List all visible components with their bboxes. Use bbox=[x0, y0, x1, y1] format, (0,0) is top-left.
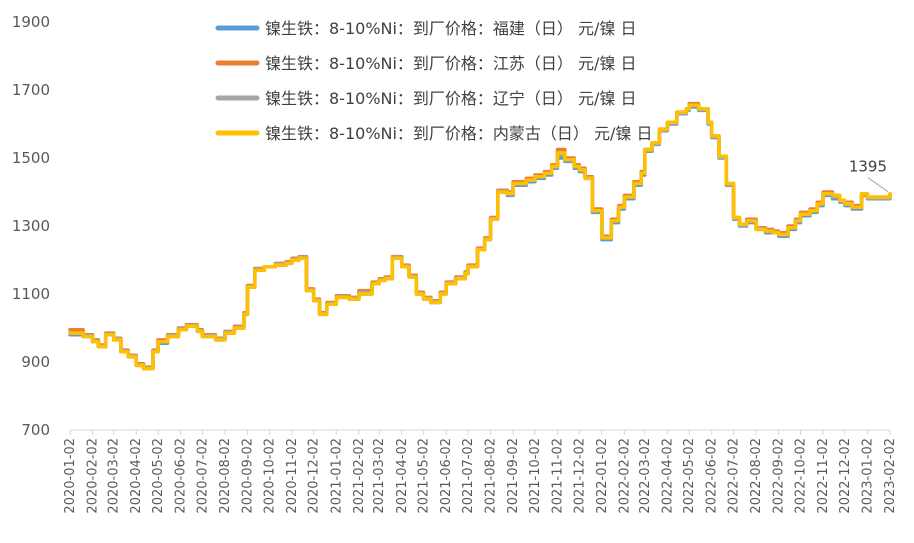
x-tick-label: 2020-08-02 bbox=[218, 438, 233, 514]
x-tick-label: 2020-12-02 bbox=[307, 438, 322, 514]
series-layer bbox=[68, 101, 892, 371]
callout-leader bbox=[867, 177, 889, 193]
x-tick-label: 2022-05-02 bbox=[682, 438, 697, 514]
x-tick-label: 2021-07-02 bbox=[461, 438, 476, 514]
y-tick-label: 700 bbox=[21, 421, 50, 439]
legend: 镍生铁：8-10%Ni：到厂价格：福建（日） 元/镍 日镍生铁：8-10%Ni：… bbox=[215, 19, 653, 143]
x-tick-label: 2022-03-02 bbox=[638, 438, 653, 514]
x-tick-label: 2023-01-02 bbox=[860, 438, 875, 514]
y-tick-label: 1700 bbox=[12, 81, 50, 99]
x-tick-label: 2022-06-02 bbox=[705, 438, 720, 514]
x-tick-label: 2021-10-02 bbox=[528, 438, 543, 514]
x-tick-label: 2022-01-02 bbox=[595, 438, 610, 514]
x-tick-label: 2022-07-02 bbox=[727, 438, 742, 514]
x-tick-label: 2020-03-02 bbox=[107, 438, 122, 514]
x-axis: 2020-01-02 2020-02-02 2020-03-02 2020-04-02… bbox=[63, 429, 898, 514]
legend-label: 镍生铁：8-10%Ni：到厂价格：内蒙古（日） 元/镍 日 bbox=[265, 124, 653, 143]
x-tick-label: 2021-09-02 bbox=[506, 438, 521, 514]
x-tick-label: 2020-02-02 bbox=[86, 438, 101, 514]
x-tick-label: 2021-03-02 bbox=[372, 438, 387, 514]
x-tick-label: 2022-04-02 bbox=[660, 438, 675, 514]
x-tick-label: 2020-01-02 bbox=[63, 438, 78, 514]
x-tick-label: 2020-09-02 bbox=[241, 438, 256, 514]
x-tick-label: 2021-01-02 bbox=[329, 438, 344, 514]
y-axis: 700 900 1100 1300 1500 1700 1900 bbox=[12, 13, 50, 439]
callout-label: 1395 bbox=[849, 158, 887, 176]
y-tick-label: 1300 bbox=[12, 217, 50, 235]
x-tick-label: 2021-06-02 bbox=[439, 438, 454, 514]
series-line-1 bbox=[68, 105, 892, 371]
y-tick-label: 1500 bbox=[12, 149, 50, 167]
x-tick-label: 2021-04-02 bbox=[395, 438, 410, 514]
x-tick-label: 2021-02-02 bbox=[352, 438, 367, 514]
x-tick-label: 2022-11-02 bbox=[816, 438, 831, 514]
legend-label: 镍生铁：8-10%Ni：到厂价格：江苏（日） 元/镍 日 bbox=[265, 54, 637, 73]
x-tick-label: 2021-11-02 bbox=[550, 438, 565, 514]
x-tick-label: 2022-08-02 bbox=[749, 438, 764, 514]
x-tick-label: 2020-07-02 bbox=[195, 438, 210, 514]
y-tick-label: 1100 bbox=[12, 285, 50, 303]
x-tick-label: 2020-11-02 bbox=[285, 438, 300, 514]
annotation-layer: 1395 bbox=[849, 158, 889, 193]
x-tick-label: 2022-02-02 bbox=[617, 438, 632, 514]
x-tick-label: 2020-06-02 bbox=[174, 438, 189, 514]
x-tick-label: 2021-12-02 bbox=[572, 438, 587, 514]
x-tick-label: 2021-05-02 bbox=[417, 438, 432, 514]
y-tick-label: 1900 bbox=[12, 13, 50, 31]
x-tick-label: 2022-12-02 bbox=[838, 438, 853, 514]
x-tick-label: 2022-10-02 bbox=[794, 438, 809, 514]
x-tick-label: 2020-10-02 bbox=[262, 438, 277, 514]
y-tick-label: 900 bbox=[21, 353, 50, 371]
x-tick-label: 2020-05-02 bbox=[151, 438, 166, 514]
x-tick-label: 2023-02-02 bbox=[883, 438, 898, 514]
x-tick-label: 2021-08-02 bbox=[484, 438, 499, 514]
legend-label: 镍生铁：8-10%Ni：到厂价格：辽宁（日） 元/镍 日 bbox=[265, 89, 637, 108]
legend-label: 镍生铁：8-10%Ni：到厂价格：福建（日） 元/镍 日 bbox=[265, 19, 637, 38]
x-tick-label: 2022-09-02 bbox=[772, 438, 787, 514]
series-line-4 bbox=[68, 103, 892, 371]
series-line-3 bbox=[68, 103, 892, 370]
x-tick-label: 2020-04-02 bbox=[129, 438, 144, 514]
